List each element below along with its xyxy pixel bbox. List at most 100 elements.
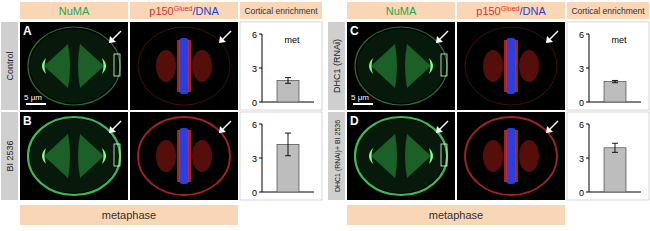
spindle-pole [369,58,373,74]
y-tick [259,68,262,69]
micrograph-bg [20,112,128,200]
kinetochore [177,130,180,182]
arrow-head [436,36,443,43]
p150-image [130,22,238,110]
numa-header: NuMA [59,5,90,17]
micrograph-bg [130,112,238,200]
panel-letter: B [23,114,32,128]
condition-label: DHC1 (RNAi) [332,39,342,93]
arrow [222,121,231,130]
cortex [465,117,557,195]
error-line [288,133,289,156]
header-box [240,2,322,19]
scale-bar-label: 5 μm [351,93,369,102]
spindle-pole [102,148,106,164]
panel-letter: A [23,24,32,38]
y-tick [259,34,262,35]
micrograph-bg [457,22,565,110]
spindle [405,134,431,178]
p150-image [457,22,565,110]
y-tick [259,158,262,159]
y-tick [586,102,589,103]
error-cap [285,77,291,78]
annotation: met [611,35,627,45]
cortex-roi [441,144,447,166]
panel-letter: C [350,24,359,38]
header-box [20,2,128,19]
y-tick-label: 6 [579,30,584,40]
cytoplasm [30,119,118,193]
kinetochore [188,130,191,182]
spindle [519,140,539,172]
cortex [355,117,447,195]
y-tick-label: 6 [252,30,257,40]
arrow-head [436,126,443,133]
numa-image [20,22,128,110]
cortex [28,117,120,195]
kinetochore [504,40,507,92]
figure: NuMA p150Glued/DNA Cortical enrichment meta… [0,0,650,231]
spindle [483,50,503,82]
spindle-pole [42,58,46,74]
spindle-pole [429,58,433,74]
kinetochore [515,130,518,182]
arrow [439,121,448,130]
enrichment-header: Cortical enrichment [571,6,645,16]
arrow-head [546,126,553,133]
y-tick-label: 3 [579,154,584,164]
annotation: met [284,35,300,45]
bar [604,148,626,192]
y-tick [586,124,589,125]
numa-header: NuMA [386,5,417,17]
dna [506,128,516,184]
y-tick-label: 0 [579,98,584,108]
stage-label: metaphase [429,209,483,221]
y-tick-label: 6 [252,120,257,130]
enrichment-header: Cortical enrichment [244,6,318,16]
cortex-roi [114,144,120,166]
chart-frame [567,22,649,110]
arrow [112,121,121,130]
p150-sup: Glued [501,5,520,12]
arrow-head [109,126,116,133]
header-box [347,2,455,19]
micrograph-bg [20,22,128,110]
error-cap [285,83,291,84]
y-tick-label: 6 [579,120,584,130]
y-tick [586,34,589,35]
arrow [112,31,121,40]
dna [179,128,189,184]
dna [179,38,189,94]
error-line [288,78,289,84]
header-box [130,2,238,19]
spindle [371,134,397,178]
kinetochore [504,130,507,182]
panel-letter: D [350,114,359,128]
p150-header: p150Glued/DNA [476,5,546,17]
p150-text: p150 [149,5,173,17]
plot-area [277,133,299,192]
error-cap [612,143,618,144]
error-cap [285,133,291,134]
error-bar [612,80,618,82]
spindle [192,50,212,82]
micrograph-bg [457,112,565,200]
p150-image [130,112,238,200]
condition-label: BI 2536 [5,140,15,171]
micrograph-bg [347,112,455,200]
error-bar [285,78,291,84]
cortex-roi [114,54,120,76]
error-bar [612,143,618,152]
spindle [78,44,104,88]
scale-bar [26,103,46,105]
error-cap [612,82,618,83]
spindle [78,134,104,178]
y-tick-label: 3 [252,64,257,74]
cortex [138,27,230,105]
stage-box [20,205,238,225]
spindle [156,50,176,82]
y-tick [586,158,589,159]
p150-image [457,112,565,200]
condition-box [328,22,345,110]
micrograph-bg [347,22,455,110]
